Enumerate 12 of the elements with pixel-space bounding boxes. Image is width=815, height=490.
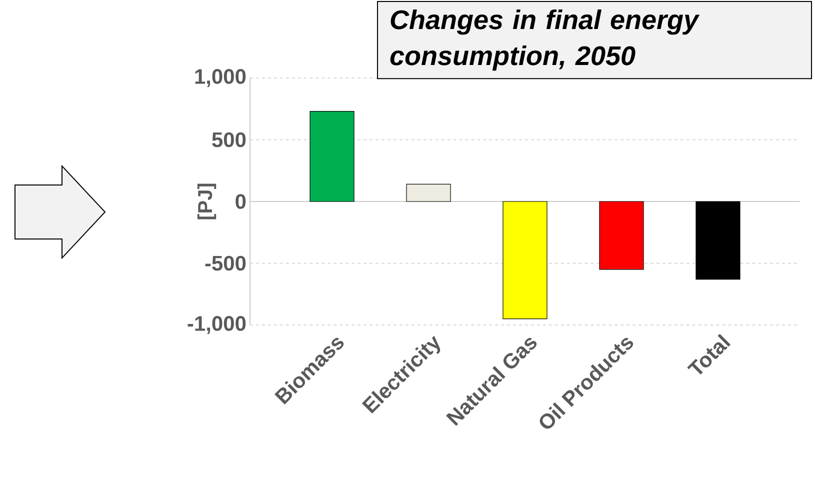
y-tick-label: 1,000 bbox=[195, 69, 246, 87]
bar bbox=[310, 111, 354, 202]
chart-title: Changes in final energy consumption, 2050 bbox=[390, 9, 700, 71]
y-tick-label: -500 bbox=[205, 256, 246, 271]
y-tick-label: 500 bbox=[212, 132, 246, 148]
y-tick-label: 0 bbox=[236, 194, 246, 209]
bar bbox=[502, 201, 548, 320]
bar bbox=[599, 201, 644, 270]
bar bbox=[406, 184, 451, 202]
y-tick-label: -1,000 bbox=[188, 316, 246, 334]
bar bbox=[696, 201, 740, 280]
y-axis-title: [PJ] bbox=[197, 184, 216, 220]
